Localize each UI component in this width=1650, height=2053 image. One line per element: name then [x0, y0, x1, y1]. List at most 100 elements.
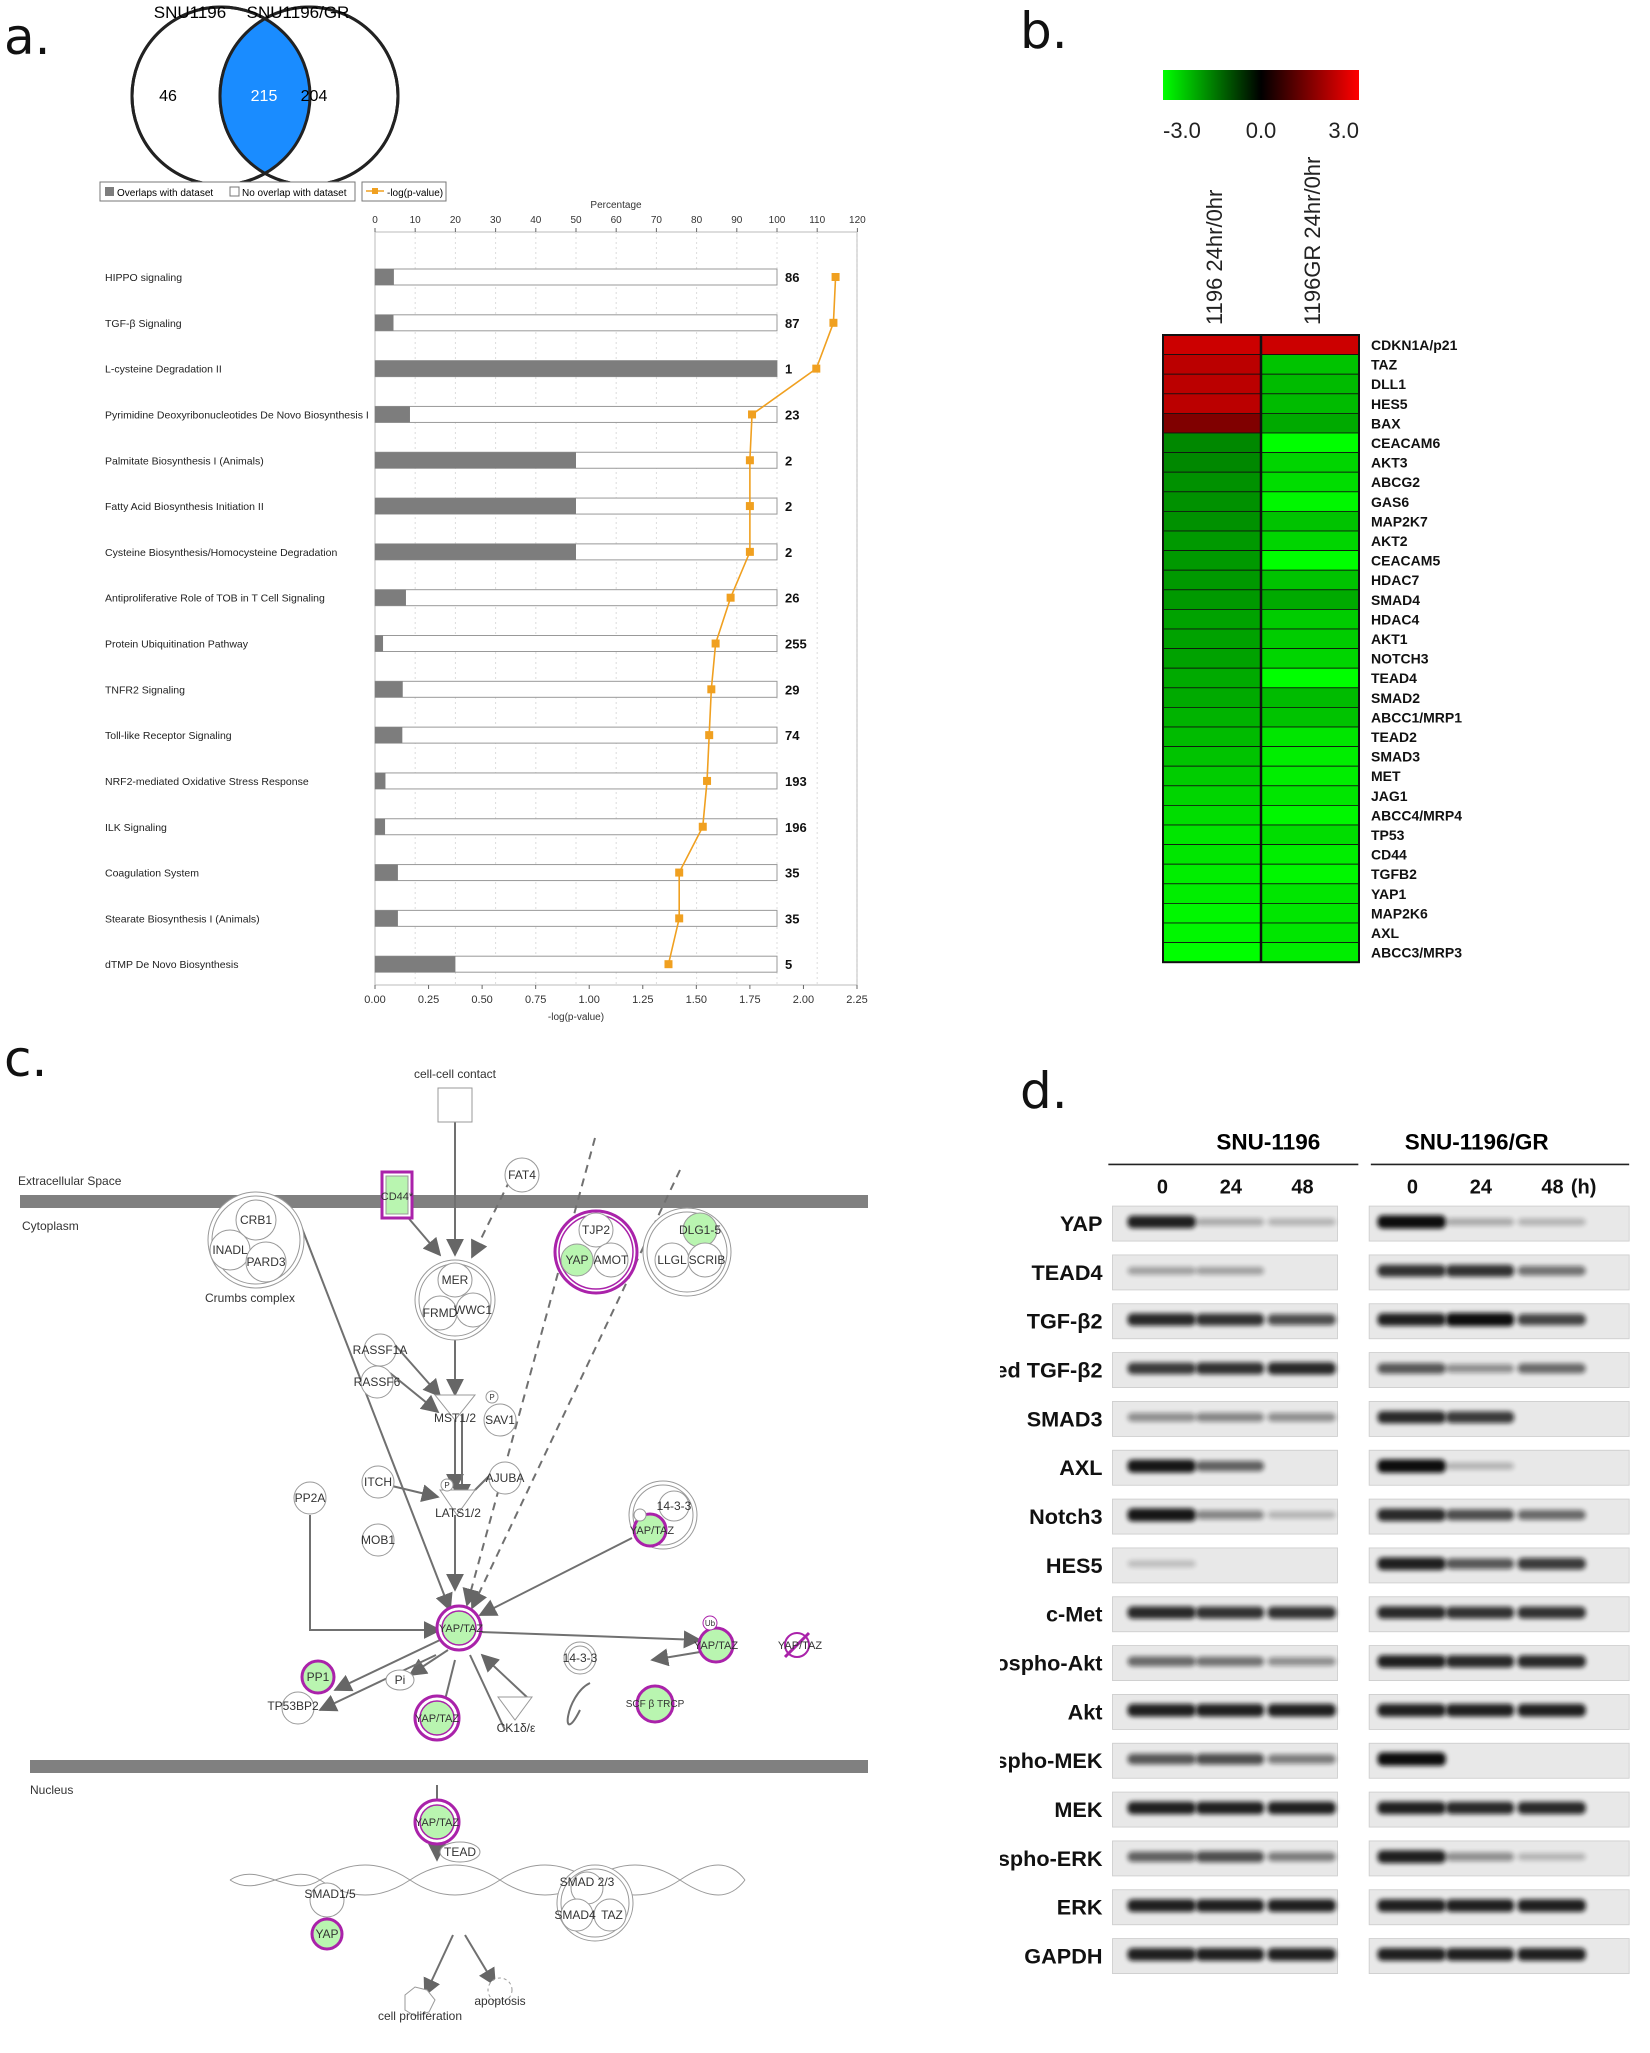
- node-tjp2: TJP2: [582, 1223, 610, 1237]
- blot-band-snu1196gr: [1517, 1218, 1586, 1226]
- heat-cell-1196: [1162, 805, 1262, 826]
- blot-band-snu1196gr: [1517, 1801, 1586, 1815]
- heat-cell-1196gr: [1260, 530, 1360, 552]
- bar-total-label: 74: [785, 728, 800, 743]
- node-crb1: CRB1: [240, 1213, 272, 1227]
- node-pp1: PP1: [307, 1670, 330, 1684]
- bar-total-label: 1: [785, 362, 792, 377]
- bar-overlap: [375, 498, 576, 515]
- plasma-membrane: [20, 1195, 868, 1208]
- venn-diagram: SNU1196 SNU1196/GR 46 215 204: [130, 3, 400, 187]
- heat-cell-1196: [1162, 373, 1262, 395]
- bar-total-label: 87: [785, 316, 799, 331]
- heat-cell-1196gr: [1260, 334, 1360, 356]
- node-pi: Pi: [395, 1673, 406, 1687]
- blot-band-snu1196: [1267, 1899, 1336, 1912]
- heat-cell-1196: [1162, 844, 1262, 865]
- cell-contact-node: [437, 1087, 473, 1123]
- gene-label: HDAC4: [1371, 611, 1419, 627]
- legend-swatch-no-overlap: [229, 186, 240, 197]
- blot-band-snu1196gr: [1377, 1363, 1446, 1374]
- x2-tick-label: 0: [372, 215, 378, 226]
- blot-band-snu1196: [1127, 1899, 1196, 1912]
- blot-band-snu1196gr: [1377, 1606, 1446, 1619]
- bar-no-overlap: [374, 909, 778, 927]
- blot-band-snu1196: [1127, 1266, 1196, 1275]
- heat-cell-1196: [1162, 863, 1262, 885]
- blot-label: Akt: [1068, 1699, 1103, 1724]
- category-label: Antiproliferative Role of TOB in T Cell …: [105, 593, 325, 605]
- gene-label: AKT2: [1371, 533, 1408, 549]
- node-ck1: CK1δ/ε: [497, 1721, 536, 1735]
- blot-band-snu1196: [1127, 1560, 1196, 1568]
- node-yaptaz-nuclear: YAP/TAZ: [415, 1817, 459, 1829]
- gene-label: AKT3: [1371, 455, 1408, 471]
- node-tead: TEAD: [444, 1845, 476, 1859]
- node-lats: LATS1/2: [435, 1506, 481, 1520]
- blot-band-snu1196: [1267, 1948, 1336, 1961]
- legend-pvalue: -log(p-value): [387, 188, 443, 199]
- blot-band-snu1196: [1267, 1852, 1336, 1862]
- blot-band-snu1196gr: [1377, 1508, 1446, 1522]
- blot-band-snu1196: [1267, 1218, 1336, 1226]
- blot-label: phospho-ERK: [1000, 1846, 1103, 1871]
- heat-cell-1196gr: [1260, 687, 1360, 708]
- node-proliferation: cell proliferation: [378, 2009, 462, 2023]
- itch-node: [361, 1465, 395, 1499]
- gene-label: TP53: [1371, 827, 1405, 843]
- blot-band-snu1196: [1267, 1657, 1336, 1666]
- node-1433-upper: 14-3-3: [657, 1499, 692, 1513]
- category-label: Toll-like Receptor Signaling: [105, 730, 232, 742]
- timepoint-label: 48: [1541, 1177, 1563, 1199]
- heat-cell-1196gr: [1260, 373, 1360, 395]
- blot-band-snu1196: [1195, 1460, 1265, 1472]
- heat-cell-1196: [1162, 746, 1262, 767]
- yap-nuclear-node: [310, 1917, 344, 1951]
- panel-d: SNU-1196 SNU-1196/GR 0 24 48 0 24 48 (h) YAP TE…: [1000, 1129, 1630, 1974]
- blot-band-snu1196gr: [1517, 1509, 1586, 1520]
- blot-band-snu1196: [1267, 1412, 1336, 1422]
- blot-band-snu1196gr: [1517, 1557, 1586, 1570]
- blot-band-snu1196: [1195, 1801, 1265, 1815]
- blot-band-snu1196gr: [1517, 1265, 1586, 1276]
- timepoint-label: 24: [1470, 1177, 1493, 1199]
- node-mst: MST1/2: [434, 1411, 476, 1425]
- heat-cell-1196gr: [1260, 471, 1360, 493]
- pp1-node: [300, 1659, 336, 1695]
- heat-cell-1196: [1162, 648, 1262, 669]
- gene-label: AXL: [1371, 925, 1399, 941]
- node-yaptaz-upper: YAP/TAZ: [630, 1525, 674, 1537]
- bar-overlap: [375, 314, 394, 331]
- blot-band-snu1196gr: [1377, 1313, 1446, 1326]
- x-tick-label: 1.50: [686, 994, 707, 1006]
- gene-label: HES5: [1371, 396, 1408, 412]
- bar-total-label: 196: [785, 820, 807, 835]
- blot-band-snu1196gr: [1445, 1558, 1515, 1570]
- heat-cell-1196: [1162, 471, 1262, 493]
- blot-band-snu1196gr: [1517, 1948, 1586, 1961]
- x-tick-label: 0.75: [525, 994, 546, 1006]
- pathway-edges: [297, 1122, 702, 1997]
- blot-band-snu1196: [1127, 1851, 1196, 1862]
- blot-label: Notch3: [1029, 1504, 1102, 1529]
- heat-cell-1196: [1162, 393, 1262, 414]
- blot-band-snu1196: [1127, 1606, 1196, 1619]
- heatmap-column-labels: 1196 24hr/0hr 1196GR 24hr/0hr: [1202, 157, 1325, 325]
- bar-no-overlap: [374, 772, 778, 790]
- heat-cell-1196: [1162, 903, 1262, 924]
- heat-cell-1196gr: [1260, 510, 1360, 532]
- category-label: ILK Signaling: [105, 822, 167, 834]
- x2-tick-label: 80: [691, 215, 703, 226]
- blot-band-snu1196gr: [1377, 1557, 1446, 1571]
- gene-label: CD44: [1371, 847, 1407, 863]
- blot-band-snu1196: [1267, 1801, 1336, 1815]
- gene-label: YAP1: [1371, 886, 1407, 902]
- blot-band-snu1196gr: [1377, 1899, 1446, 1912]
- heat-cell-1196: [1162, 569, 1262, 591]
- scale-label: 3.0: [1328, 118, 1359, 143]
- blot-band-snu1196: [1127, 1508, 1196, 1522]
- legend-overlap: Overlaps with dataset: [117, 188, 213, 199]
- blot-band-snu1196: [1267, 1703, 1336, 1717]
- panel-b: -3.0 0.0 3.0 1196 24hr/0hr 1196GR 24hr/0hr …: [1162, 70, 1462, 964]
- blot-label: c-Met: [1046, 1602, 1103, 1627]
